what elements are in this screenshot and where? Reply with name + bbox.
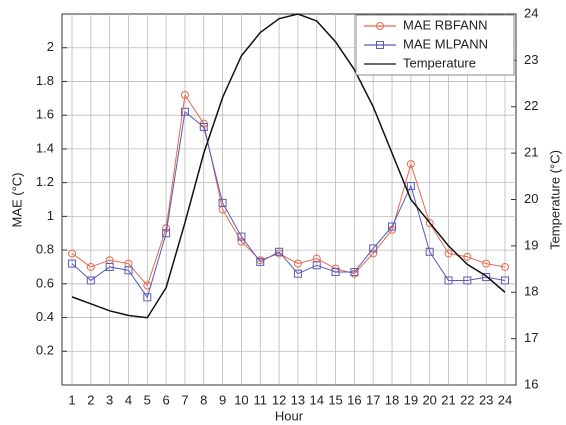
marker — [425, 219, 434, 228]
y-tick-label: 1 — [47, 208, 54, 223]
y2-tick-label: 19 — [524, 237, 538, 252]
marker — [162, 229, 171, 238]
marker — [369, 244, 378, 253]
marker — [444, 249, 453, 258]
marker — [406, 160, 415, 169]
y2-tick-label: 17 — [524, 330, 538, 345]
marker — [501, 262, 509, 271]
x-tick-label: 5 — [144, 392, 151, 407]
y2-tick-label: 24 — [524, 5, 538, 20]
marker — [86, 276, 95, 285]
marker — [444, 276, 453, 285]
x-tick-label: 4 — [125, 392, 132, 407]
y2-tick-label: 18 — [524, 284, 538, 299]
marker — [218, 198, 227, 207]
x-tick-label: 13 — [291, 392, 305, 407]
marker — [501, 276, 509, 285]
y2-tick-label: 23 — [524, 52, 538, 67]
marker — [312, 261, 321, 270]
legend-label: MAE MLPANN — [403, 36, 488, 51]
y-tick-label: 0.2 — [36, 343, 54, 358]
x-tick-label: 23 — [479, 392, 493, 407]
marker — [124, 266, 133, 275]
legend-marker — [376, 41, 384, 49]
x-tick-label: 16 — [347, 392, 361, 407]
marker — [293, 259, 302, 268]
y2-axis-label: Temperature (°C) — [547, 150, 562, 250]
marker — [180, 90, 189, 99]
x-tick-label: 10 — [234, 392, 248, 407]
x-tick-label: 17 — [366, 392, 380, 407]
marker — [482, 259, 491, 268]
x-tick-label: 1 — [68, 392, 75, 407]
marker — [275, 247, 284, 256]
x-tick-label: 8 — [200, 392, 207, 407]
series-line — [71, 93, 506, 287]
y-tick-label: 0.6 — [36, 275, 54, 290]
y-tick-label: 0.4 — [36, 309, 54, 324]
y-tick-label: 1.6 — [36, 107, 54, 122]
marker — [68, 259, 76, 268]
x-tick-label: 14 — [310, 392, 324, 407]
marker — [256, 257, 265, 266]
y-tick-label: 1.4 — [36, 140, 54, 155]
marker — [331, 268, 340, 277]
x-tick-label: 7 — [181, 392, 188, 407]
x-tick-label: 2 — [87, 392, 94, 407]
x-tick-label: 12 — [272, 392, 286, 407]
y-axis-label: MAE (°C) — [9, 172, 24, 227]
legend-marker — [376, 22, 384, 30]
marker — [388, 222, 397, 231]
marker — [482, 273, 491, 282]
x-tick-label: 15 — [328, 392, 342, 407]
x-tick-label: 9 — [219, 392, 226, 407]
marker — [350, 268, 359, 277]
series-line — [71, 110, 506, 299]
marker — [86, 262, 95, 271]
marker — [237, 232, 246, 241]
y2-tick-label: 21 — [524, 145, 538, 160]
legend-label: MAE RBFANN — [403, 17, 488, 32]
x-tick-label: 6 — [163, 392, 170, 407]
marker — [425, 247, 434, 256]
y-tick-label: 1.8 — [36, 73, 54, 88]
x-tick-label: 11 — [254, 392, 268, 407]
x-tick-label: 20 — [422, 392, 436, 407]
y-tick-label: 1.2 — [36, 174, 54, 189]
x-axis-label: Hour — [275, 408, 304, 423]
plot-frame — [61, 13, 517, 386]
x-tick-label: 19 — [404, 392, 418, 407]
marker — [180, 107, 189, 116]
x-tick-label: 24 — [498, 392, 512, 407]
marker — [143, 293, 152, 302]
legend-label: Temperature — [403, 55, 476, 70]
y2-tick-label: 16 — [524, 376, 538, 391]
y2-tick-label: 20 — [524, 191, 538, 206]
x-tick-label: 21 — [441, 392, 455, 407]
marker — [199, 122, 208, 131]
y2-tick-label: 22 — [524, 98, 538, 113]
marker — [68, 249, 76, 258]
marker — [406, 182, 415, 191]
y-tick-label: 2 — [47, 39, 54, 54]
marker — [293, 269, 302, 278]
x-tick-label: 3 — [106, 392, 113, 407]
series-line — [71, 13, 506, 319]
marker — [463, 252, 472, 261]
x-tick-label: 18 — [385, 392, 399, 407]
x-tick-label: 22 — [460, 392, 474, 407]
y-tick-label: 0.8 — [36, 242, 54, 257]
marker — [463, 276, 472, 285]
marker — [105, 262, 114, 271]
